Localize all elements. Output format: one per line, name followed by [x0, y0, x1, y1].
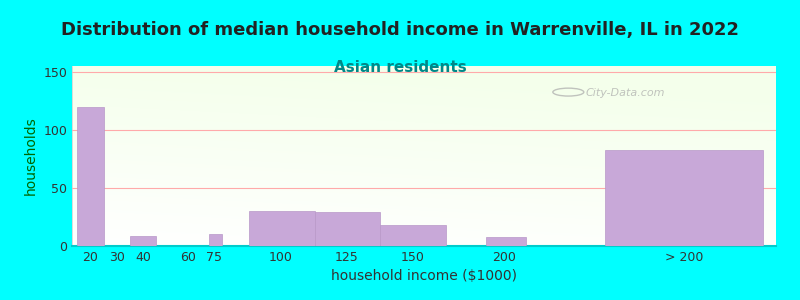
Y-axis label: households: households: [24, 117, 38, 195]
X-axis label: household income ($1000): household income ($1000): [331, 269, 517, 284]
Bar: [381, 225, 446, 246]
Bar: [605, 150, 763, 246]
Bar: [486, 237, 526, 246]
Bar: [130, 236, 156, 246]
Text: City-Data.com: City-Data.com: [586, 88, 666, 98]
Text: Asian residents: Asian residents: [334, 60, 466, 75]
Bar: [209, 234, 222, 246]
Bar: [78, 106, 104, 246]
Text: Distribution of median household income in Warrenville, IL in 2022: Distribution of median household income …: [61, 21, 739, 39]
Bar: [249, 211, 314, 246]
Bar: [314, 212, 381, 246]
